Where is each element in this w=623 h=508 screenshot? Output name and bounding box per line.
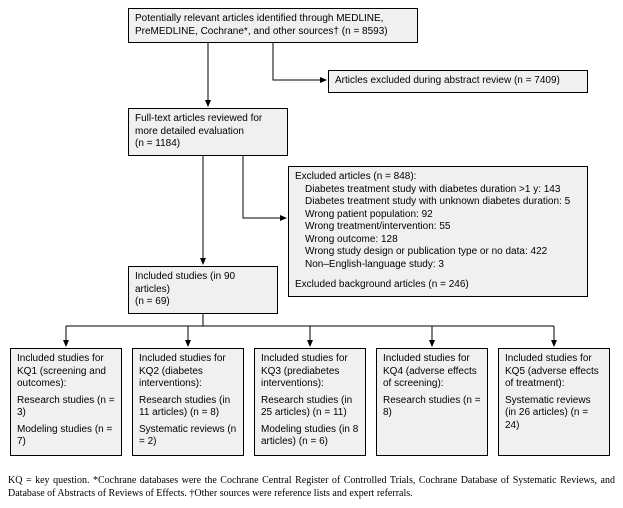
flowchart-canvas: Potentially relevant articles identified… xyxy=(8,8,615,468)
excluded-items: Diabetes treatment study with diabetes d… xyxy=(305,184,581,272)
node-kq4: Included studies for KQ4 (adverse effect… xyxy=(376,348,488,456)
node-fulltext: Full-text articles reviewed for more det… xyxy=(128,108,288,156)
excluded-header: Excluded articles (n = 848): xyxy=(295,171,581,184)
kq-line: Modeling studies (in 8 articles) (n = 6) xyxy=(261,424,359,449)
excluded-item: Diabetes treatment study with unknown di… xyxy=(305,196,581,209)
kq-title: Included studies for KQ4 (adverse effect… xyxy=(383,353,481,391)
arrow-top-to-abstract xyxy=(273,40,326,80)
kq-line: Systematic reviews (in 26 articles) (n =… xyxy=(505,395,603,433)
kq-line: Research studies (in 11 articles) (n = 8… xyxy=(139,395,237,420)
node-kq2: Included studies for KQ2 (diabetes inter… xyxy=(132,348,244,456)
node-identified: Potentially relevant articles identified… xyxy=(128,8,418,43)
excluded-item: Wrong study design or publication type o… xyxy=(305,246,581,259)
arrow-fulltext-to-excluded xyxy=(243,148,286,218)
kq-title: Included studies for KQ5 (adverse effect… xyxy=(505,353,603,391)
excluded-item: Wrong outcome: 128 xyxy=(305,234,581,247)
kq-line: Research studies (n = 3) xyxy=(17,395,115,420)
footnote: KQ = key question. *Cochrane databases w… xyxy=(8,474,615,500)
node-kq5: Included studies for KQ5 (adverse effect… xyxy=(498,348,610,456)
node-kq3: Included studies for KQ3 (prediabetes in… xyxy=(254,348,366,456)
kq-title: Included studies for KQ2 (diabetes inter… xyxy=(139,353,237,391)
kq-line: Systematic reviews (n = 2) xyxy=(139,424,237,449)
node-included-line1: Included studies (in 90 articles) xyxy=(135,271,271,296)
excluded-item: Diabetes treatment study with diabetes d… xyxy=(305,184,581,197)
excluded-item: Wrong patient population: 92 xyxy=(305,209,581,222)
node-identified-text: Potentially relevant articles identified… xyxy=(135,13,388,37)
node-abstract-excluded-text: Articles excluded during abstract review… xyxy=(335,75,560,86)
node-excluded-detail: Excluded articles (n = 848): Diabetes tr… xyxy=(288,166,588,297)
kq-line: Research studies (n = 8) xyxy=(383,395,481,420)
kq-title: Included studies for KQ1 (screening and … xyxy=(17,353,115,391)
kq-title: Included studies for KQ3 (prediabetes in… xyxy=(261,353,359,391)
kq-line: Modeling studies (n = 7) xyxy=(17,424,115,449)
excluded-item: Non–English-language study: 3 xyxy=(305,259,581,272)
kq-line: Research studies (in 25 articles) (n = 1… xyxy=(261,395,359,420)
node-fulltext-line1: Full-text articles reviewed for more det… xyxy=(135,113,281,138)
node-fulltext-line2: (n = 1184) xyxy=(135,138,281,151)
node-included: Included studies (in 90 articles) (n = 6… xyxy=(128,266,278,314)
node-kq1: Included studies for KQ1 (screening and … xyxy=(10,348,122,456)
node-abstract-excluded: Articles excluded during abstract review… xyxy=(328,70,588,93)
excluded-footer: Excluded background articles (n = 246) xyxy=(295,279,581,292)
excluded-item: Wrong treatment/intervention: 55 xyxy=(305,221,581,234)
node-included-line2: (n = 69) xyxy=(135,296,271,309)
